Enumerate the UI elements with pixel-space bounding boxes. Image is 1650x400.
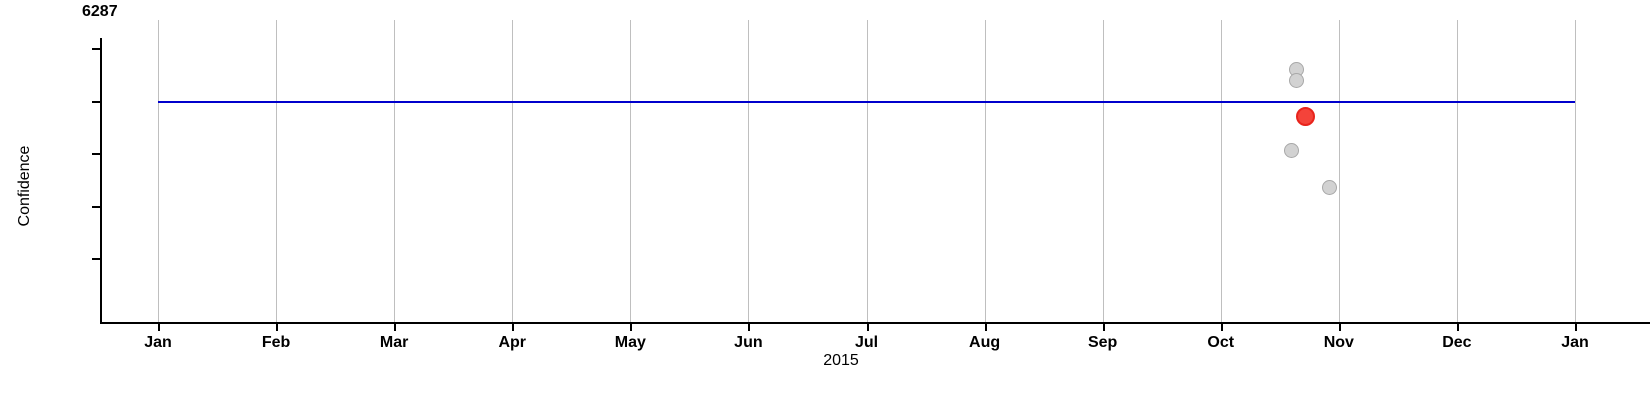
data-point[interactable] — [1289, 73, 1305, 89]
y-tick-80 — [92, 100, 100, 103]
x-tick-label-10: Nov — [1323, 334, 1354, 351]
x-tick-label-8: Sep — [1087, 334, 1118, 351]
gridline-dec-11 — [1456, 20, 1458, 322]
x-tick-label-9: Oct — [1207, 334, 1235, 351]
gridline-aug-7 — [984, 20, 986, 322]
x-tick-3 — [512, 323, 515, 331]
x-tick-8 — [1102, 323, 1105, 331]
plot-area: 20406080100 JanFebMarAprMayJunJulAugSepO… — [92, 20, 1650, 351]
x-tick-0 — [158, 323, 160, 331]
x-tick-2 — [394, 323, 397, 331]
gridline-feb-1 — [276, 20, 278, 322]
y-tick-100 — [92, 48, 100, 50]
y-axis-line — [100, 38, 102, 323]
gridline-nov-10 — [1338, 20, 1340, 322]
gridline-sep-8 — [1102, 20, 1104, 322]
gridline-apr-3 — [512, 20, 514, 322]
x-tick-label-1: Feb — [261, 334, 291, 351]
y-tick-40 — [92, 205, 100, 208]
page-title: 6287 — [82, 3, 118, 20]
x-tick-12 — [1575, 323, 1577, 331]
x-tick-label-6: Jul — [854, 334, 879, 351]
gridline-mar-2 — [394, 20, 396, 322]
gridline-jul-6 — [866, 20, 868, 322]
x-axis-line — [100, 322, 1650, 324]
x-tick-5 — [748, 323, 751, 331]
gridline-jan-12 — [1575, 20, 1576, 322]
x-tick-label-11: Dec — [1442, 334, 1472, 351]
gridline-jan-0 — [158, 20, 159, 322]
x-tick-label-4: May — [614, 334, 646, 351]
data-point[interactable] — [1283, 142, 1299, 158]
x-tick-label-3: Apr — [498, 334, 527, 351]
x-tick-label-0: Jan — [144, 334, 172, 351]
x-tick-label-5: Jun — [734, 334, 763, 351]
x-tick-7 — [984, 323, 987, 331]
gridline-jun-5 — [748, 20, 750, 322]
y-tick-20 — [92, 258, 100, 260]
x-tick-10 — [1338, 323, 1341, 331]
reference-line — [158, 100, 1575, 103]
y-tick-60 — [92, 153, 100, 155]
x-tick-label-2: Mar — [379, 334, 409, 351]
x-tick-6 — [866, 323, 869, 331]
gridline-oct-9 — [1220, 20, 1222, 322]
data-point-highlighted[interactable] — [1296, 106, 1316, 126]
x-tick-11 — [1456, 323, 1459, 331]
y-axis-title: Confidence — [16, 145, 33, 227]
x-tick-1 — [276, 323, 279, 331]
x-tick-label-12: Jan — [1561, 334, 1589, 351]
x-tick-9 — [1220, 323, 1223, 331]
x-axis-title: 2015 — [823, 352, 859, 369]
gridline-may-4 — [630, 20, 632, 322]
data-point[interactable] — [1322, 179, 1338, 195]
x-tick-4 — [630, 323, 633, 331]
x-tick-label-7: Aug — [969, 334, 1001, 351]
